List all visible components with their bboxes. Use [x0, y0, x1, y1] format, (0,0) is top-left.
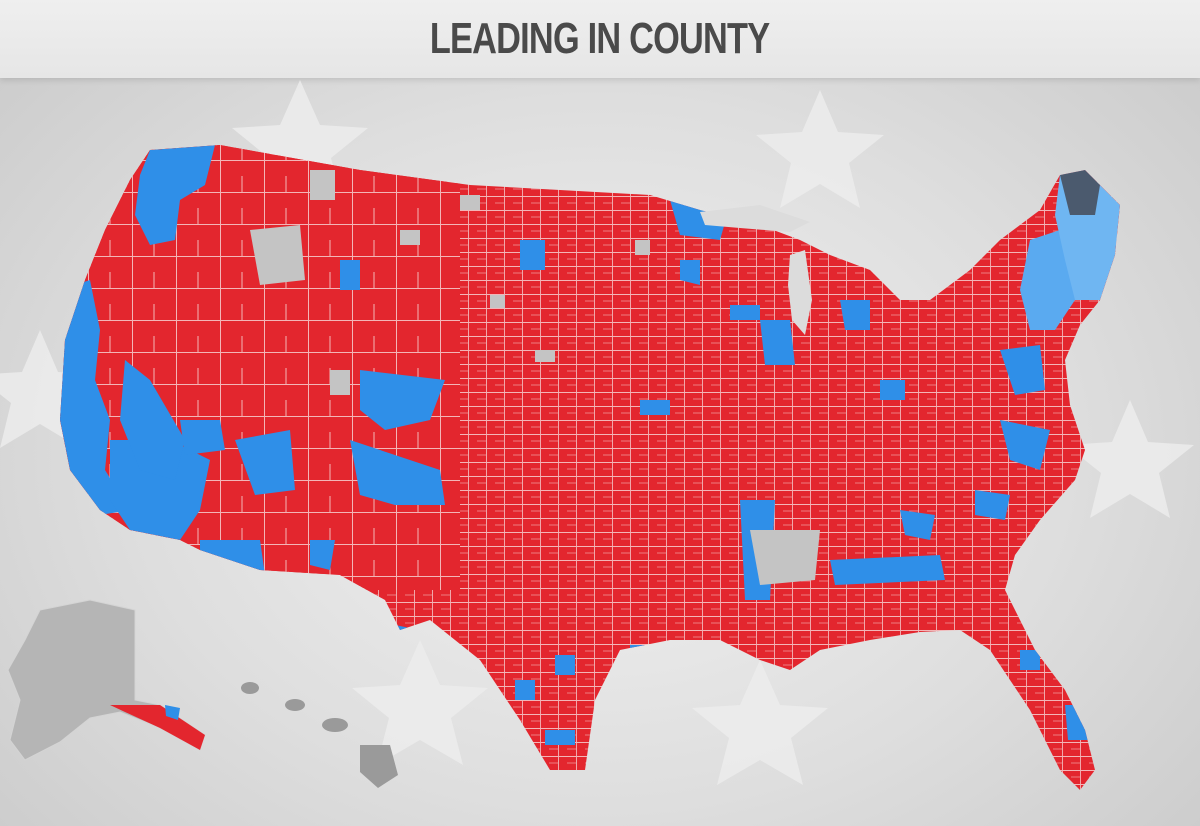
hawaii-big-island: [360, 745, 398, 788]
nebraska-gray: [460, 195, 480, 210]
star-shape: [352, 640, 488, 765]
georgia-atlanta: [900, 510, 935, 540]
star-shape: [1066, 400, 1194, 518]
no-result-counties: [250, 170, 820, 585]
great-lakes: [700, 205, 812, 335]
chicago-counties: [760, 320, 795, 365]
mississippi-gray: [750, 530, 820, 585]
south-florida: [1065, 705, 1090, 740]
lake-superior: [700, 205, 810, 232]
nevada-clark-county: [120, 360, 185, 480]
iowa-counties: [640, 400, 670, 415]
montana-gray: [310, 170, 335, 200]
michigan-detroit: [840, 300, 870, 330]
southern-california-counties: [110, 440, 210, 540]
north-dakota-gray: [490, 295, 505, 308]
central-florida: [1020, 650, 1040, 670]
idaho-montana-gray: [250, 225, 305, 285]
democrat-leading-counties: [60, 145, 1120, 745]
arizona-counties: [200, 540, 265, 575]
ohio-counties: [880, 380, 905, 400]
new-mexico-southern: [310, 540, 335, 570]
new-mexico-northern: [350, 440, 445, 505]
maine-northern-counties: [1060, 170, 1100, 215]
black-belt-counties: [830, 555, 945, 585]
utah-gray: [330, 370, 350, 395]
lake-michigan: [788, 250, 812, 335]
hawaii-maui: [322, 718, 348, 732]
alaska-map: [7, 599, 206, 761]
hawaii-map: [241, 682, 398, 788]
texas-el-paso-region: [515, 680, 535, 700]
texas-rio-grande: [545, 730, 575, 745]
minneapolis-counties: [680, 260, 700, 285]
western-large-counties: [60, 145, 460, 590]
wyoming-gray: [400, 230, 420, 245]
map-title: LEADING IN COUNTY: [430, 14, 770, 63]
hawaii-kauai: [241, 682, 259, 694]
arizona-navajo: [235, 430, 295, 495]
hawaii-oahu: [285, 699, 305, 711]
mid-atlantic-counties: [1000, 345, 1045, 395]
arizona-southern: [180, 420, 225, 455]
pacific-coast-counties: [60, 280, 130, 515]
star-shape: [756, 90, 884, 208]
puget-sound-counties: [135, 145, 215, 245]
montana-counties: [340, 260, 360, 290]
kansas-gray: [535, 350, 555, 362]
star-shape: [692, 660, 828, 785]
virginia-counties: [1000, 420, 1050, 470]
texas-austin: [555, 655, 575, 675]
star-shape: [0, 330, 104, 448]
south-dakota-reservations: [520, 240, 545, 270]
contiguous-us-map: [60, 145, 1120, 790]
carolina-counties: [975, 490, 1010, 520]
title-banner: LEADING IN COUNTY: [0, 0, 1200, 78]
alaska-juneau: [165, 705, 180, 720]
wisconsin-counties: [730, 305, 760, 320]
texas-houston: [630, 645, 660, 665]
colorado-counties: [360, 370, 445, 430]
alaska-southeast-counties: [110, 705, 205, 750]
iowa-gray: [635, 240, 650, 255]
